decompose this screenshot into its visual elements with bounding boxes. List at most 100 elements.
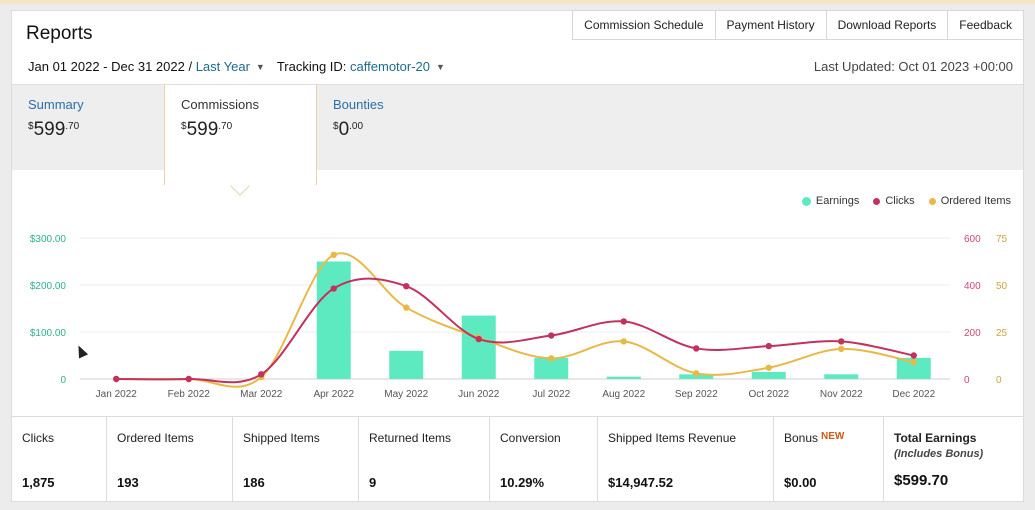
x-axis-label: Dec 2022 bbox=[892, 389, 935, 400]
page-title: Reports bbox=[26, 23, 93, 44]
ordered-items-line bbox=[116, 252, 914, 388]
clicks-point bbox=[620, 318, 627, 325]
tab-amount: $599.70 bbox=[28, 119, 80, 140]
left-axis-tick: 0 bbox=[60, 375, 66, 386]
ordered-items-point bbox=[330, 251, 337, 259]
stat-bonus: Bonus NEW $0.00 bbox=[774, 417, 884, 502]
chart-plot: 0 $100.00 $200.00 $300.00 0 200 400 600 0 25 50 75 J… bbox=[30, 234, 1008, 400]
right-axis-clicks-tick: 600 bbox=[964, 234, 981, 245]
stat-total-earnings: Total Earnings (Includes Bonus) $599.70 bbox=[894, 431, 984, 489]
clicks-point bbox=[910, 352, 917, 359]
tab-commissions[interactable]: Commissions $599.70 bbox=[164, 85, 317, 196]
top-accent-line bbox=[0, 0, 1035, 4]
ordered-items-point bbox=[765, 364, 772, 371]
date-preset-dropdown[interactable]: Last Year bbox=[195, 59, 250, 74]
right-axis-clicks-tick: 200 bbox=[964, 328, 981, 339]
earnings-bar bbox=[534, 357, 569, 379]
tab-label: Summary bbox=[28, 97, 84, 112]
tab-bounties[interactable]: Bounties $0.00 bbox=[317, 85, 467, 171]
x-axis-label: Aug 2022 bbox=[602, 389, 645, 400]
feedback-button[interactable]: Feedback bbox=[947, 10, 1024, 40]
legend-ordered-items[interactable]: Ordered Items bbox=[928, 195, 1011, 207]
right-axis-items-tick: 75 bbox=[996, 234, 1008, 245]
x-axis-label: Feb 2022 bbox=[168, 389, 211, 400]
tab-amount: $0.00 bbox=[333, 119, 364, 140]
report-tabs: Summary $599.70 Commissions $599.70 Boun… bbox=[12, 84, 1023, 196]
clicks-point bbox=[548, 332, 555, 339]
clicks-point bbox=[113, 375, 120, 383]
right-axis-items-tick: 25 bbox=[996, 328, 1008, 339]
x-axis-label: Jun 2022 bbox=[458, 389, 500, 400]
tab-summary[interactable]: Summary $599.70 bbox=[12, 85, 164, 171]
tab-amount: $599.70 bbox=[181, 119, 233, 140]
earnings-dot-icon bbox=[801, 196, 811, 206]
stat-conversion: Conversion 10.29% bbox=[490, 417, 598, 502]
left-axis-tick: $300.00 bbox=[30, 234, 67, 245]
stat-ordered-items: Ordered Items 193 bbox=[107, 417, 233, 502]
ordered-items-point bbox=[548, 355, 555, 362]
clicks-point bbox=[765, 342, 772, 350]
right-axis-clicks-tick: 0 bbox=[964, 375, 970, 386]
ordered-items-dot-icon bbox=[928, 197, 936, 205]
commission-schedule-button[interactable]: Commission Schedule bbox=[572, 10, 716, 40]
earnings-bar bbox=[389, 350, 424, 379]
right-axis-items-tick: 50 bbox=[996, 281, 1008, 292]
clicks-point bbox=[693, 345, 700, 352]
earnings-bar bbox=[461, 315, 496, 379]
tab-label: Bounties bbox=[333, 97, 384, 112]
tracking-label: Tracking ID: bbox=[276, 59, 347, 74]
x-axis-label: Oct 2022 bbox=[748, 389, 789, 400]
clicks-point bbox=[258, 371, 265, 378]
chevron-down-icon: ▼ bbox=[436, 61, 445, 72]
right-axis-clicks-tick: 400 bbox=[964, 281, 981, 292]
new-badge: NEW bbox=[821, 431, 845, 442]
x-axis-label: Jan 2022 bbox=[96, 389, 138, 400]
right-axis-items-tick: 0 bbox=[996, 375, 1002, 386]
earnings-bar bbox=[896, 357, 931, 379]
legend-earnings[interactable]: Earnings bbox=[801, 195, 859, 207]
clicks-point bbox=[330, 285, 337, 292]
stat-shipped-items: Shipped Items 186 bbox=[233, 417, 359, 502]
stats-bar: Clicks 1,875 Ordered Items 193 Shipped I… bbox=[12, 416, 1023, 502]
ordered-items-point bbox=[838, 345, 845, 353]
x-axis-label: Mar 2022 bbox=[240, 389, 283, 400]
ordered-items-point bbox=[693, 370, 700, 377]
filter-row: Jan 01 2022 - Dec 31 2022 / Last Year ▼ … bbox=[28, 59, 457, 74]
clicks-point bbox=[475, 335, 482, 343]
top-button-group: Commission Schedule Payment History Down… bbox=[572, 10, 1024, 40]
clicks-point bbox=[838, 338, 845, 345]
earnings-bar bbox=[316, 261, 351, 379]
left-axis-tick: $200.00 bbox=[30, 281, 67, 292]
last-updated: Last Updated: Oct 01 2023 +00:00 bbox=[813, 59, 1013, 74]
earnings-chart: Earnings Clicks Ordered Items 0 $100.00 $2… bbox=[12, 183, 1023, 416]
payment-history-button[interactable]: Payment History bbox=[714, 10, 827, 40]
chart-legend: Earnings Clicks Ordered Items bbox=[801, 195, 1011, 207]
x-axis-label: May 2022 bbox=[384, 389, 428, 400]
x-axis-label: Nov 2022 bbox=[820, 389, 863, 400]
ordered-items-point bbox=[620, 338, 627, 345]
ordered-items-point bbox=[910, 358, 917, 366]
clicks-point bbox=[403, 282, 410, 290]
date-range-text: Jan 01 2022 - Dec 31 2022 / bbox=[28, 59, 193, 74]
legend-clicks[interactable]: Clicks bbox=[873, 195, 915, 207]
earnings-bar bbox=[824, 374, 859, 379]
x-axis-label: Apr 2022 bbox=[313, 389, 354, 400]
clicks-point bbox=[185, 375, 192, 383]
reports-card: Reports Commission Schedule Payment Hist… bbox=[11, 10, 1024, 502]
download-reports-button[interactable]: Download Reports bbox=[825, 10, 949, 40]
chevron-down-icon: ▼ bbox=[255, 61, 265, 72]
earnings-bar bbox=[679, 374, 714, 379]
stat-returned-items: Returned Items 9 bbox=[359, 417, 490, 502]
stat-clicks: Clicks 1,875 bbox=[12, 417, 107, 502]
ordered-items-point bbox=[403, 304, 410, 311]
stat-shipped-revenue: Shipped Items Revenue $14,947.52 bbox=[598, 417, 774, 502]
earnings-bar bbox=[606, 376, 641, 379]
tracking-id-dropdown[interactable]: caffemotor-20 bbox=[350, 59, 431, 74]
x-axis-label: Jul 2022 bbox=[532, 389, 570, 400]
clicks-line bbox=[116, 277, 914, 384]
earnings-bar bbox=[751, 371, 786, 379]
clicks-dot-icon bbox=[873, 197, 881, 205]
left-axis-tick: $100.00 bbox=[30, 328, 67, 339]
x-axis-label: Sep 2022 bbox=[675, 389, 718, 400]
tab-label: Commissions bbox=[181, 97, 260, 112]
